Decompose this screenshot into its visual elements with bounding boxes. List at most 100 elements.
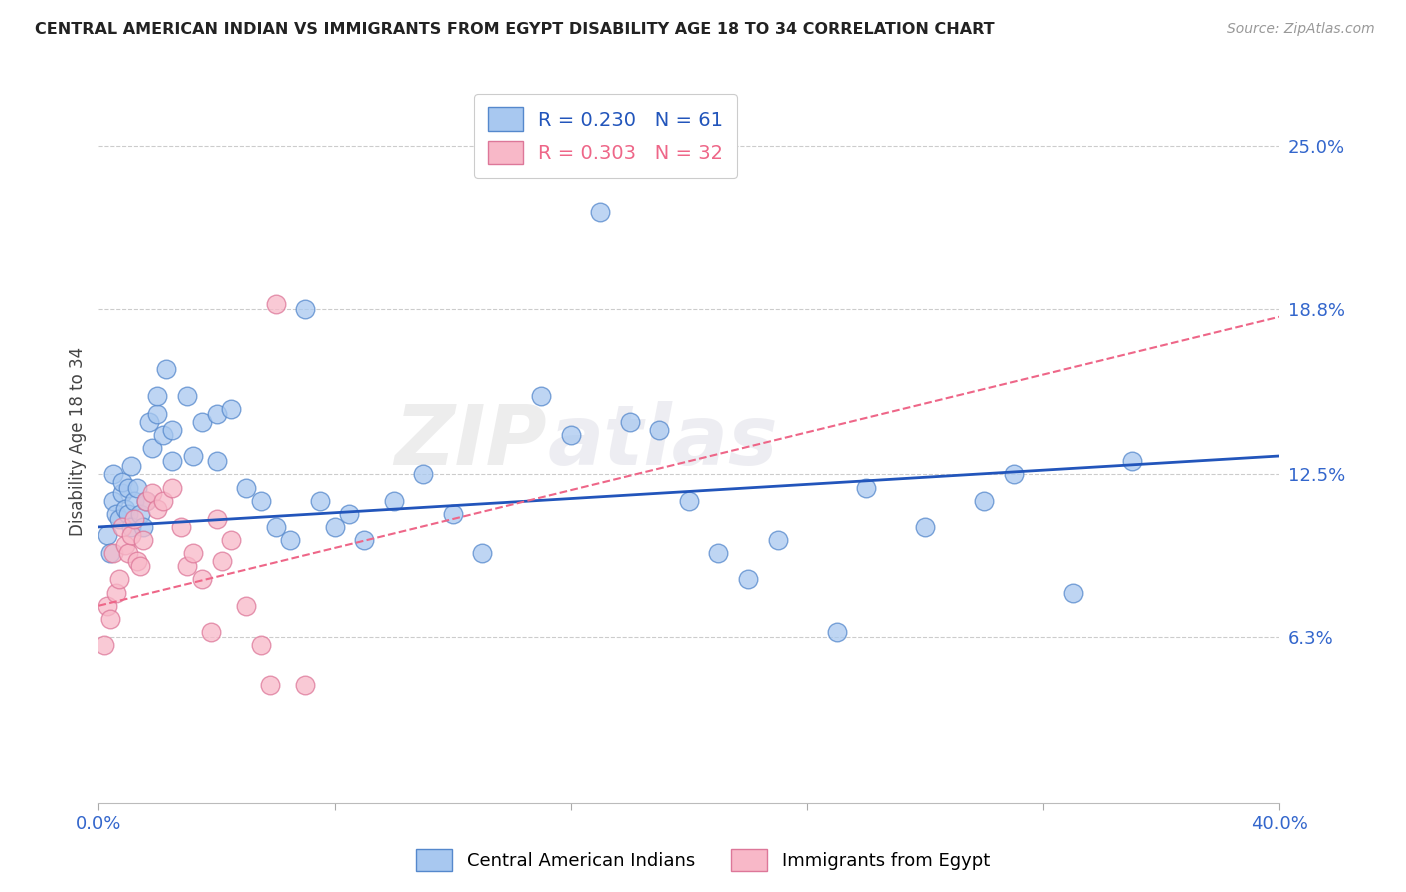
Point [250, 638, 273, 652]
Point [111, 485, 134, 500]
Point [170, 520, 193, 534]
Y-axis label: Disability Age 18 to 34: Disability Age 18 to 34 [69, 347, 87, 536]
Point [294, 677, 316, 691]
Point [1002, 467, 1025, 482]
Point [120, 459, 142, 474]
Point [1121, 454, 1143, 468]
Point [155, 362, 177, 376]
Point [235, 599, 257, 613]
Point [471, 546, 494, 560]
Point [96, 599, 118, 613]
Point [138, 415, 160, 429]
Point [93, 638, 115, 652]
Point [176, 388, 198, 402]
Point [825, 625, 848, 640]
Point [648, 423, 671, 437]
Point [122, 512, 145, 526]
Point [132, 533, 155, 547]
Point [125, 481, 148, 495]
Point [108, 512, 131, 526]
Point [105, 585, 128, 599]
Point [152, 493, 174, 508]
Point [200, 625, 222, 640]
Point [132, 520, 155, 534]
Point [162, 423, 183, 437]
Point [98, 612, 121, 626]
Point [128, 559, 150, 574]
Point [181, 546, 204, 560]
Point [191, 415, 214, 429]
Point [737, 573, 759, 587]
Point [141, 441, 163, 455]
Point [353, 533, 375, 547]
Point [176, 559, 198, 574]
Point [441, 507, 464, 521]
Point [1062, 585, 1084, 599]
Text: ZIP: ZIP [395, 401, 547, 482]
Point [111, 475, 134, 490]
Point [103, 493, 125, 508]
Point [103, 546, 125, 560]
Point [309, 493, 332, 508]
Point [235, 481, 257, 495]
Point [973, 493, 995, 508]
Point [117, 481, 139, 495]
Point [111, 520, 134, 534]
Point [162, 454, 183, 468]
Point [678, 493, 700, 508]
Point [339, 507, 361, 521]
Point [855, 481, 877, 495]
Point [114, 538, 136, 552]
Point [146, 407, 169, 421]
Point [135, 493, 157, 508]
Point [250, 493, 273, 508]
Point [98, 546, 121, 560]
Point [152, 428, 174, 442]
Point [264, 296, 287, 310]
Point [120, 520, 142, 534]
Point [146, 501, 169, 516]
Point [117, 507, 139, 521]
Point [103, 467, 125, 482]
Point [205, 512, 228, 526]
Point [382, 493, 405, 508]
Point [259, 677, 281, 691]
Point [211, 554, 233, 568]
Point [128, 507, 150, 521]
Point [914, 520, 936, 534]
Point [589, 204, 612, 219]
Text: CENTRAL AMERICAN INDIAN VS IMMIGRANTS FROM EGYPT DISABILITY AGE 18 TO 34 CORRELA: CENTRAL AMERICAN INDIAN VS IMMIGRANTS FR… [35, 22, 995, 37]
Point [162, 481, 183, 495]
Point [96, 528, 118, 542]
Point [412, 467, 434, 482]
Point [264, 520, 287, 534]
Point [280, 533, 302, 547]
Point [221, 533, 243, 547]
Point [560, 428, 582, 442]
Point [120, 528, 142, 542]
Point [707, 546, 730, 560]
Point [294, 301, 316, 316]
Point [135, 493, 157, 508]
Point [108, 573, 131, 587]
Text: Source: ZipAtlas.com: Source: ZipAtlas.com [1227, 22, 1375, 37]
Point [181, 449, 204, 463]
Legend: R = 0.230   N = 61, R = 0.303   N = 32: R = 0.230 N = 61, R = 0.303 N = 32 [474, 94, 737, 178]
Legend: Central American Indians, Immigrants from Egypt: Central American Indians, Immigrants fro… [409, 842, 997, 879]
Point [323, 520, 346, 534]
Point [122, 493, 145, 508]
Point [205, 407, 228, 421]
Point [191, 573, 214, 587]
Point [141, 485, 163, 500]
Point [766, 533, 789, 547]
Point [530, 388, 553, 402]
Point [125, 554, 148, 568]
Point [619, 415, 641, 429]
Point [114, 501, 136, 516]
Point [205, 454, 228, 468]
Point [105, 507, 128, 521]
Point [117, 546, 139, 560]
Point [146, 388, 169, 402]
Point [221, 401, 243, 416]
Text: atlas: atlas [547, 401, 778, 482]
